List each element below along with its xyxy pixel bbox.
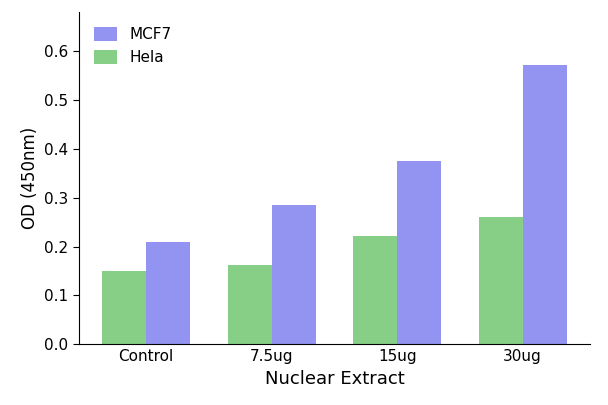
Bar [272,205,316,344]
X-axis label: Nuclear Extract: Nuclear Extract [264,370,404,388]
Legend: MCF7, Hela: MCF7, Hela [87,20,179,73]
Bar [353,236,397,344]
Bar [146,242,190,344]
Bar [478,217,523,344]
Bar [523,65,567,344]
Bar [102,271,146,344]
Bar [397,161,441,344]
Bar [228,264,272,344]
Y-axis label: OD (450nm): OD (450nm) [21,127,39,229]
